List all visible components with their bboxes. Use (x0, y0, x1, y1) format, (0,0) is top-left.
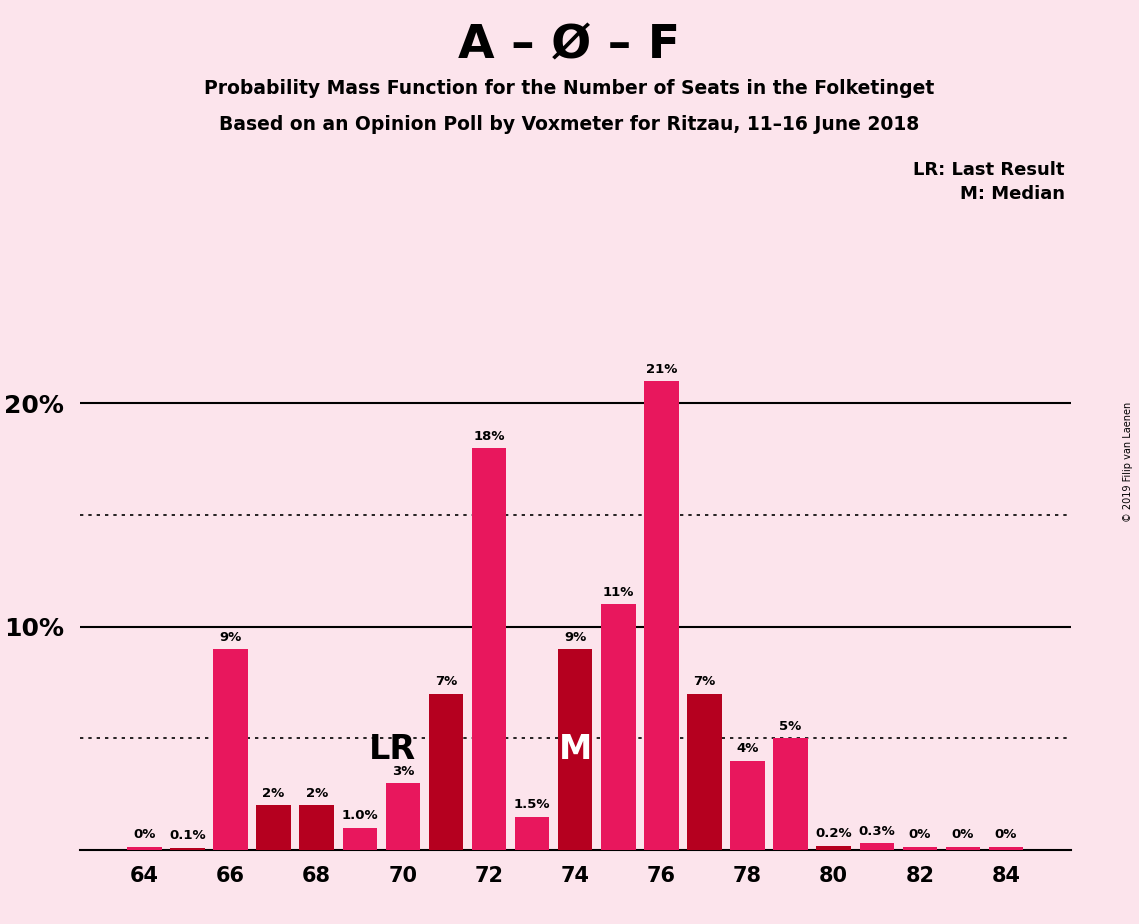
Bar (256, 806, 290, 850)
Bar (687, 694, 722, 850)
Text: 5%: 5% (779, 720, 802, 733)
Bar (860, 844, 894, 850)
Text: 7%: 7% (435, 675, 457, 688)
Text: 18%: 18% (474, 430, 505, 443)
Text: LR: LR (368, 733, 416, 766)
Bar (645, 382, 679, 850)
Bar (515, 817, 549, 850)
Text: 1.5%: 1.5% (514, 798, 550, 811)
Bar (989, 846, 1023, 850)
Bar (472, 448, 506, 850)
Text: 3%: 3% (392, 764, 415, 777)
Bar (343, 828, 377, 850)
Text: 11%: 11% (603, 586, 634, 599)
Text: 7%: 7% (694, 675, 715, 688)
Text: A – Ø – F: A – Ø – F (458, 23, 681, 68)
Text: 4%: 4% (736, 742, 759, 755)
Text: 0%: 0% (994, 828, 1017, 841)
Text: Probability Mass Function for the Number of Seats in the Folketinget: Probability Mass Function for the Number… (204, 79, 935, 98)
Text: 9%: 9% (220, 630, 241, 643)
Text: 0.1%: 0.1% (169, 829, 206, 843)
Bar (730, 760, 764, 850)
Bar (817, 845, 851, 850)
Bar (213, 649, 248, 850)
Bar (601, 604, 636, 850)
Text: 1.0%: 1.0% (342, 809, 378, 822)
Bar (300, 806, 334, 850)
Text: M: M (558, 733, 592, 766)
Text: Based on an Opinion Poll by Voxmeter for Ritzau, 11–16 June 2018: Based on an Opinion Poll by Voxmeter for… (220, 115, 919, 134)
Bar (558, 649, 592, 850)
Text: 2%: 2% (305, 787, 328, 800)
Text: 0%: 0% (909, 828, 931, 841)
Bar (902, 846, 937, 850)
Bar (428, 694, 464, 850)
Bar (170, 848, 205, 850)
Text: 2%: 2% (262, 787, 285, 800)
Bar (945, 846, 981, 850)
Text: M: Median: M: Median (960, 185, 1065, 202)
Text: 9%: 9% (564, 630, 587, 643)
Text: 0%: 0% (952, 828, 974, 841)
Text: LR: Last Result: LR: Last Result (913, 161, 1065, 178)
Text: 0.3%: 0.3% (859, 825, 895, 838)
Bar (128, 846, 162, 850)
Text: 0.2%: 0.2% (816, 827, 852, 840)
Bar (773, 738, 808, 850)
Text: © 2019 Filip van Laenen: © 2019 Filip van Laenen (1123, 402, 1133, 522)
Text: 0%: 0% (133, 828, 156, 841)
Bar (386, 784, 420, 850)
Text: 21%: 21% (646, 362, 677, 375)
